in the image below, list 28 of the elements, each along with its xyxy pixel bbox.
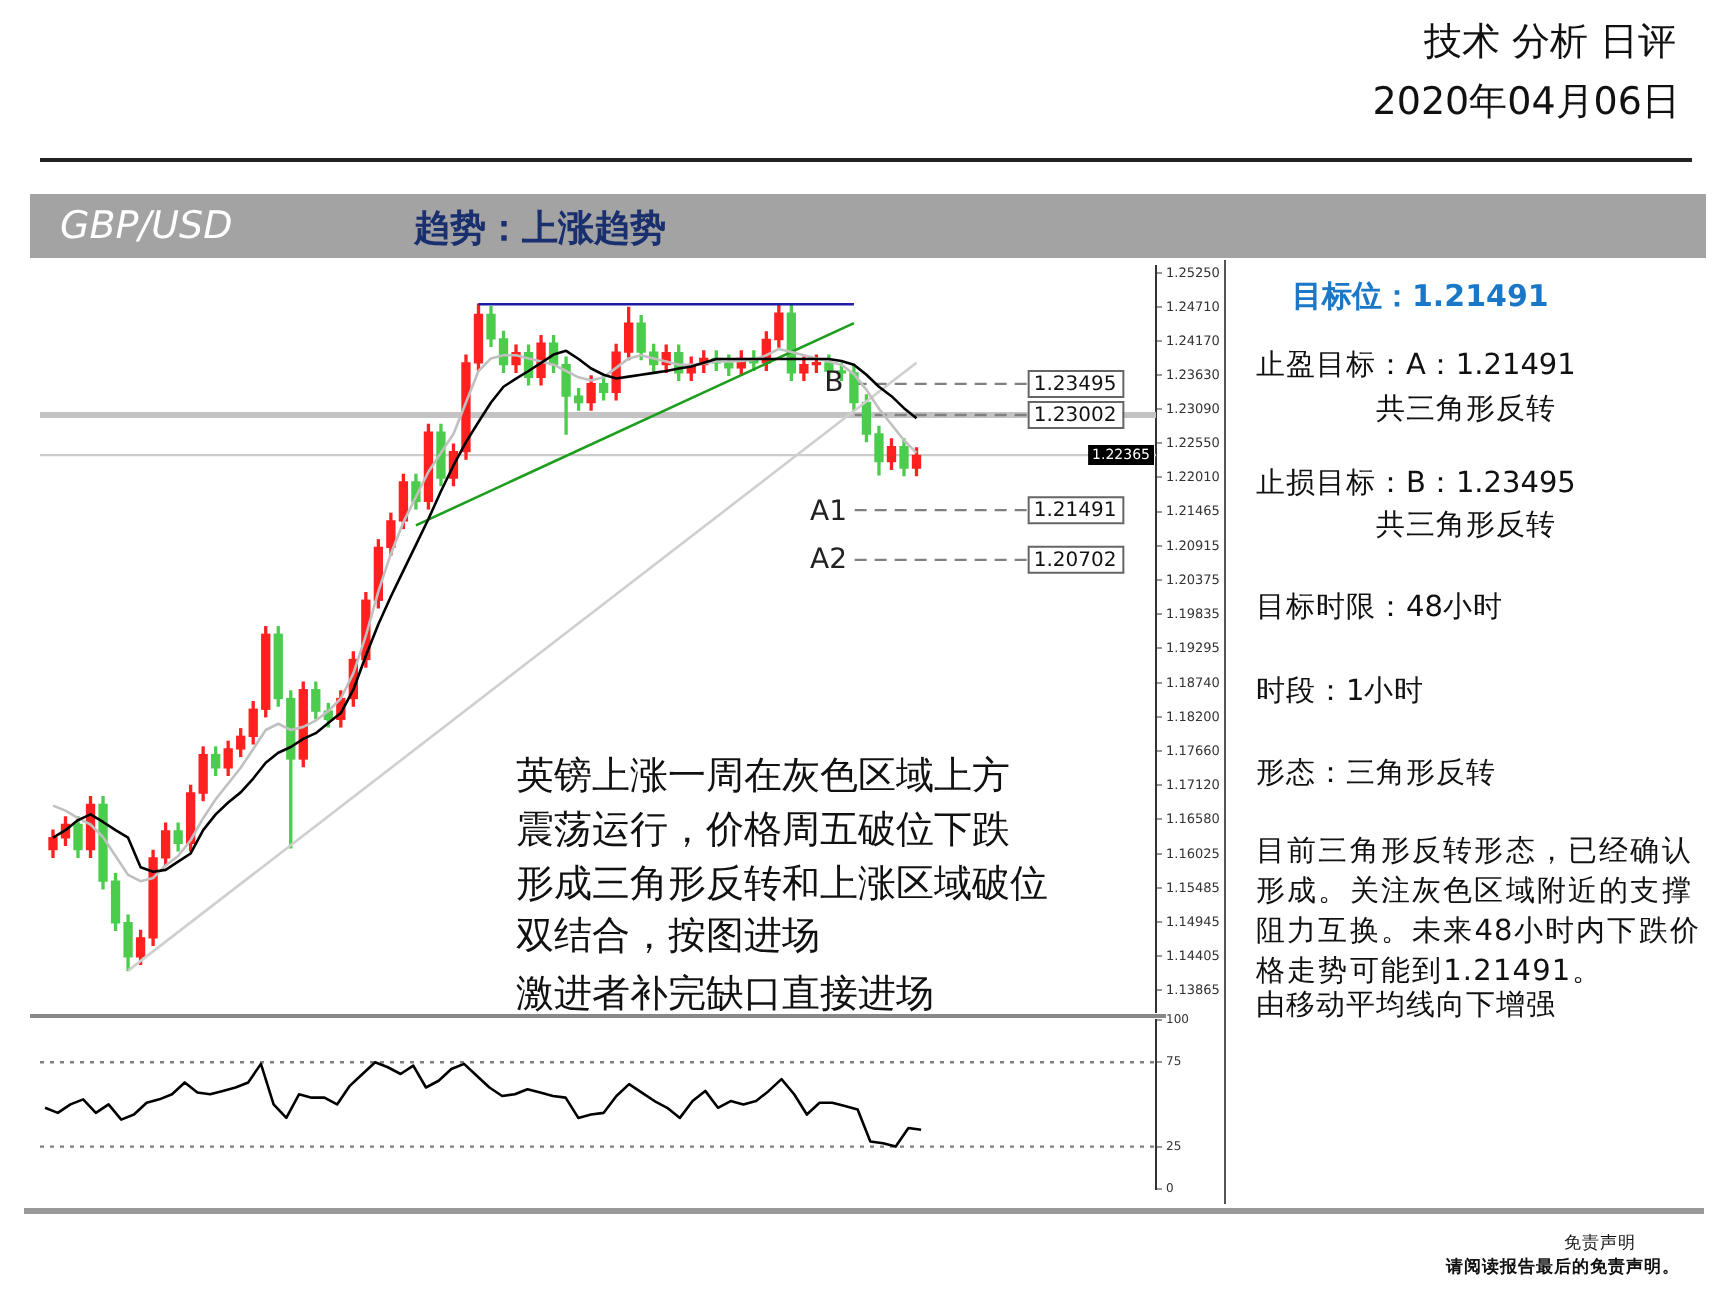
ref-line-label: 1.23002 (1033, 405, 1117, 428)
annotation: 英镑上涨一周在灰色区域上方 (516, 752, 1010, 802)
annotation: B (824, 367, 844, 400)
ref-line-label: 1.20702 (1033, 550, 1117, 573)
chart-subtitle: 趋势：上涨趋势 (414, 206, 666, 252)
chart-title: GBP/USD (60, 204, 233, 248)
annotation: 激进者补完缺口直接进场 (516, 970, 934, 1020)
annotation: 形成三角形反转和上涨区域破位 (516, 860, 1048, 910)
text: 请阅读报告最后的免责声明。 (1446, 1256, 1680, 1280)
text: 止损目标：B：1.23495 (1256, 466, 1576, 502)
annotation: 双结合，按图进场 (516, 912, 820, 962)
annotation: A1 (810, 496, 847, 528)
text: 目前三角形反转形态，已经确认形成。关注灰色区域附近的支撑阻力互换。未来48小时内下跌价格走势可能到1.21491。 (1256, 834, 1703, 990)
text: 由移动平均线向下增强 (1256, 988, 1556, 1024)
ref-line-label: 1.21491 (1033, 500, 1117, 523)
text: 目标位：1.21491 (1292, 278, 1549, 316)
text: 目标时限：48小时 (1256, 590, 1503, 626)
text: 共三角形反转 (1376, 508, 1556, 544)
text: 技术 分析 日评 (1423, 18, 1676, 68)
annotation: A2 (810, 544, 847, 576)
annotation: 震荡运行，价格周五破位下跌 (516, 806, 1010, 856)
ref-line-label: 1.23495 (1033, 374, 1117, 397)
text: 2020年04月06日 (1372, 78, 1680, 128)
text: 共三角形反转 (1376, 392, 1556, 428)
text: 免责声明 (1564, 1232, 1636, 1256)
text: 形态：三角形反转 (1256, 756, 1496, 792)
text: 时段：1小时 (1256, 674, 1425, 710)
text: 止盈目标：A：1.21491 (1256, 348, 1576, 384)
